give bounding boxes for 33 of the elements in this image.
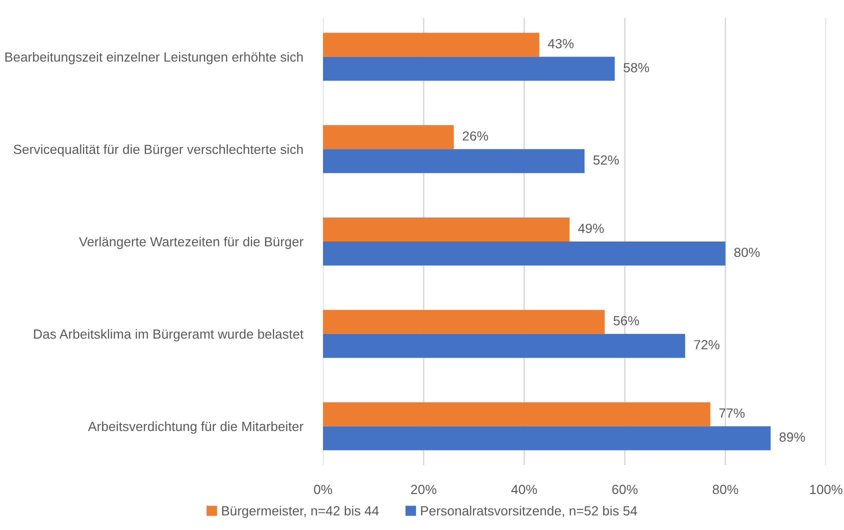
x-tick-label: 0%	[314, 484, 332, 494]
data-label: 77%	[719, 408, 745, 418]
data-label: 58%	[624, 62, 650, 72]
x-tick-label: 40%	[511, 484, 537, 494]
bar	[323, 426, 771, 450]
y-tick-label: Das Arbeitsklima im Bürgeramt wurde belastet	[34, 329, 304, 342]
x-tick-label: 20%	[411, 484, 436, 494]
data-label: 49%	[578, 224, 604, 234]
bar	[323, 310, 605, 334]
y-tick-label: Arbeitsverdichtung für die Mitarbeiter	[88, 421, 304, 434]
bar	[323, 32, 540, 57]
bar	[323, 334, 686, 358]
y-tick-label: Servicequalität für die Bürger verschlechterte sich	[14, 144, 303, 157]
bar	[323, 125, 454, 150]
y-tick-label: Bearbeitungszeit einzelner Leistungen erhöhte sich	[5, 52, 303, 64]
bar	[323, 56, 615, 81]
data-label: 89%	[780, 432, 805, 442]
bar	[323, 402, 710, 426]
bar	[323, 242, 726, 266]
x-tick-label: 80%	[712, 484, 738, 494]
legend-label: Bürgermeister, n=42 bis 44	[222, 506, 379, 518]
bar	[323, 217, 570, 242]
x-tick-label: 100%	[810, 484, 842, 494]
data-label: 80%	[734, 248, 760, 258]
x-tick-label: 60%	[612, 484, 638, 494]
data-label: 56%	[614, 316, 639, 326]
data-label: 52%	[593, 155, 619, 165]
y-tick-label: Verlängerte Wartezeiten für die Bürger	[78, 236, 304, 250]
data-label: 43%	[548, 38, 574, 48]
legend-label: Personalratsvorsitzende, n=52 bis 54	[421, 506, 638, 518]
bar	[323, 149, 585, 174]
data-label: 26%	[462, 131, 488, 141]
data-label: 72%	[694, 340, 720, 350]
